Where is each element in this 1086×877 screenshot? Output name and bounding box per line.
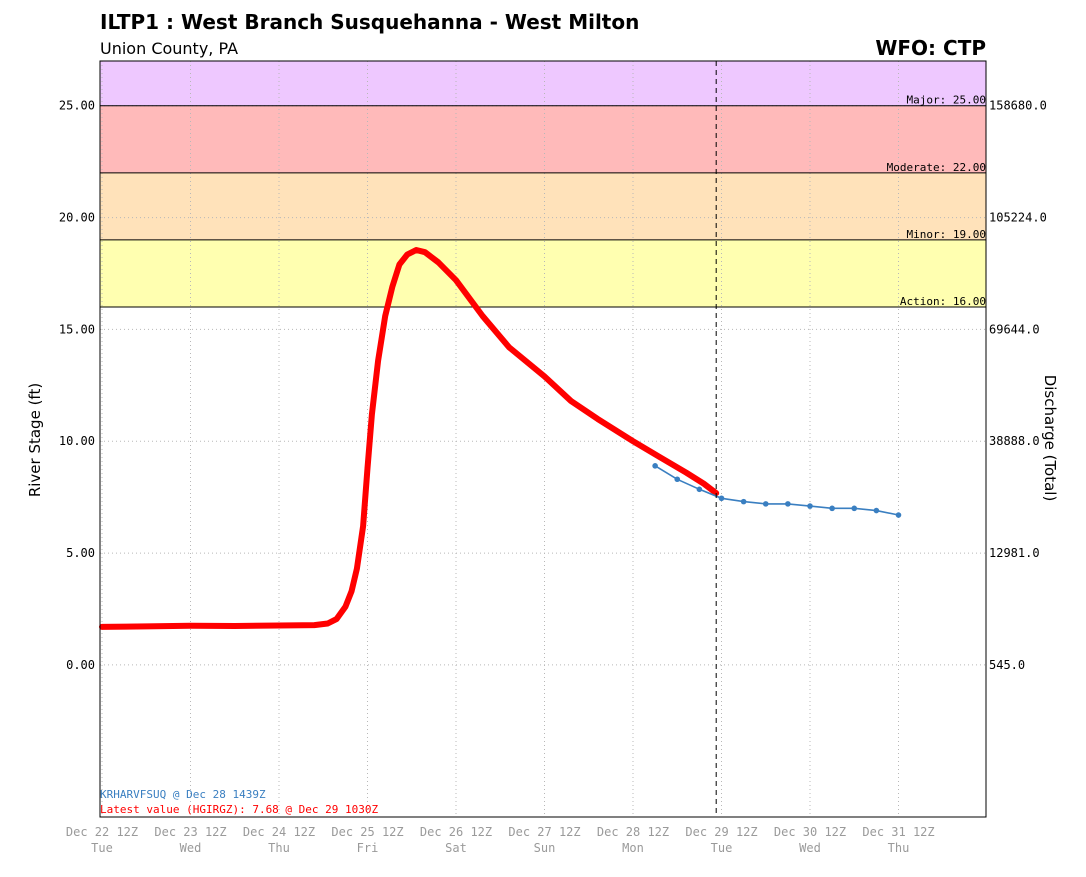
y-axis-ticks: 0.00 5.00 10.00 15.00 20.00 25.00 <box>59 99 95 672</box>
flood-band-minor <box>100 172 986 240</box>
latest-value-note: Latest value (HGIRGZ): 7.68 @ Dec 29 103… <box>100 803 379 816</box>
y2-tick-label: 38888.0 <box>989 434 1040 448</box>
threshold-label-major: Major: 25.00 <box>907 94 986 107</box>
x-tick-weekday: Thu <box>268 841 290 855</box>
flood-threshold-lines: Major: 25.00 Moderate: 22.00 Minor: 19.00 A… <box>100 94 986 308</box>
plot-frame <box>99 60 987 818</box>
y-tick-label: 0.00 <box>66 658 95 672</box>
x-tick-weekday: Tue <box>711 841 733 855</box>
x-tick-weekday: Sat <box>445 841 467 855</box>
x-tick-weekday: Sun <box>534 841 556 855</box>
threshold-label-action: Action: 16.00 <box>900 295 986 308</box>
wfo-label: WFO: CTP <box>875 36 986 60</box>
x-axis-ticks: Dec 22 12Z Tue Dec 23 12Z Wed Dec 24 12Z Thu D… <box>66 825 935 855</box>
y2-tick-label: 69644.0 <box>989 322 1040 336</box>
x-tick-weekday: Wed <box>180 841 202 855</box>
forecast-point <box>674 476 681 483</box>
x-tick-weekday: Mon <box>622 841 644 855</box>
x-tick-label: Dec 22 12Z <box>66 825 138 839</box>
y-tick-label: 15.00 <box>59 322 95 336</box>
threshold-label-minor: Minor: 19.00 <box>907 228 986 241</box>
forecast-point <box>718 495 725 502</box>
forecast-point <box>785 501 791 507</box>
forecast-point <box>652 463 658 469</box>
data-series <box>99 247 902 630</box>
flood-category-bands <box>100 61 986 308</box>
y2-tick-label: 105224.0 <box>989 211 1047 225</box>
y2-tick-label: 158680.0 <box>989 99 1047 113</box>
y-tick-label: 20.00 <box>59 211 95 225</box>
page-title: ILTP1 : West Branch Susquehanna - West M… <box>100 10 640 34</box>
flood-band-action <box>100 239 986 308</box>
x-tick-label: Dec 29 12Z <box>685 825 757 839</box>
x-tick-label: Dec 25 12Z <box>331 825 403 839</box>
forecast-source-note: KRHARVFSUQ @ Dec 28 1439Z <box>100 788 266 801</box>
forecast-point <box>740 498 747 505</box>
forecast-point <box>873 507 880 514</box>
y2-axis-label: Discharge (Total) <box>1041 375 1059 502</box>
flood-band-moderate <box>100 105 986 173</box>
forecast-point <box>807 503 813 509</box>
x-tick-label: Dec 23 12Z <box>154 825 226 839</box>
y-tick-label: 10.00 <box>59 434 95 448</box>
forecast-point <box>762 501 769 507</box>
y-tick-label: 5.00 <box>66 546 95 560</box>
flood-band-major <box>100 61 986 106</box>
x-tick-weekday: Tue <box>91 841 113 855</box>
x-tick-label: Dec 27 12Z <box>508 825 580 839</box>
x-tick-label: Dec 28 12Z <box>597 825 669 839</box>
y2-tick-label: 12981.0 <box>989 546 1040 560</box>
forecast-point <box>696 486 703 493</box>
y-tick-label: 25.00 <box>59 99 95 113</box>
y-axis-label: River Stage (ft) <box>26 383 44 497</box>
forecast-point <box>829 505 835 512</box>
y2-tick-label: 545.0 <box>989 658 1025 672</box>
x-tick-weekday: Fri <box>357 841 379 855</box>
x-tick-weekday: Thu <box>888 841 910 855</box>
x-tick-weekday: Wed <box>799 841 821 855</box>
y2-axis-ticks: 545.0 12981.0 38888.0 69644.0 105224.0 158680… <box>989 99 1047 672</box>
x-tick-label: Dec 30 12Z <box>774 825 846 839</box>
x-tick-label: Dec 26 12Z <box>420 825 492 839</box>
x-tick-label: Dec 24 12Z <box>243 825 315 839</box>
x-tick-label: Dec 31 12Z <box>862 825 934 839</box>
page-subtitle: Union County, PA <box>100 39 239 58</box>
forecast-point <box>895 512 902 518</box>
forecast-point <box>851 505 858 512</box>
observed-series-line <box>99 247 720 630</box>
threshold-label-moderate: Moderate: 22.00 <box>887 161 986 174</box>
forecast-series-line <box>654 465 899 516</box>
